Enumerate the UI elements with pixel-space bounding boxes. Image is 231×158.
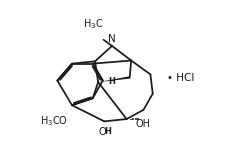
- Text: H: H: [108, 77, 115, 86]
- Polygon shape: [98, 76, 129, 82]
- Text: OH: OH: [135, 119, 150, 129]
- Text: O: O: [98, 127, 105, 137]
- Text: • HCl: • HCl: [166, 73, 193, 83]
- Text: N: N: [108, 34, 115, 44]
- Text: H: H: [104, 127, 111, 136]
- Text: H$_3$CO: H$_3$CO: [40, 114, 67, 128]
- Text: H$_3$C: H$_3$C: [83, 18, 103, 31]
